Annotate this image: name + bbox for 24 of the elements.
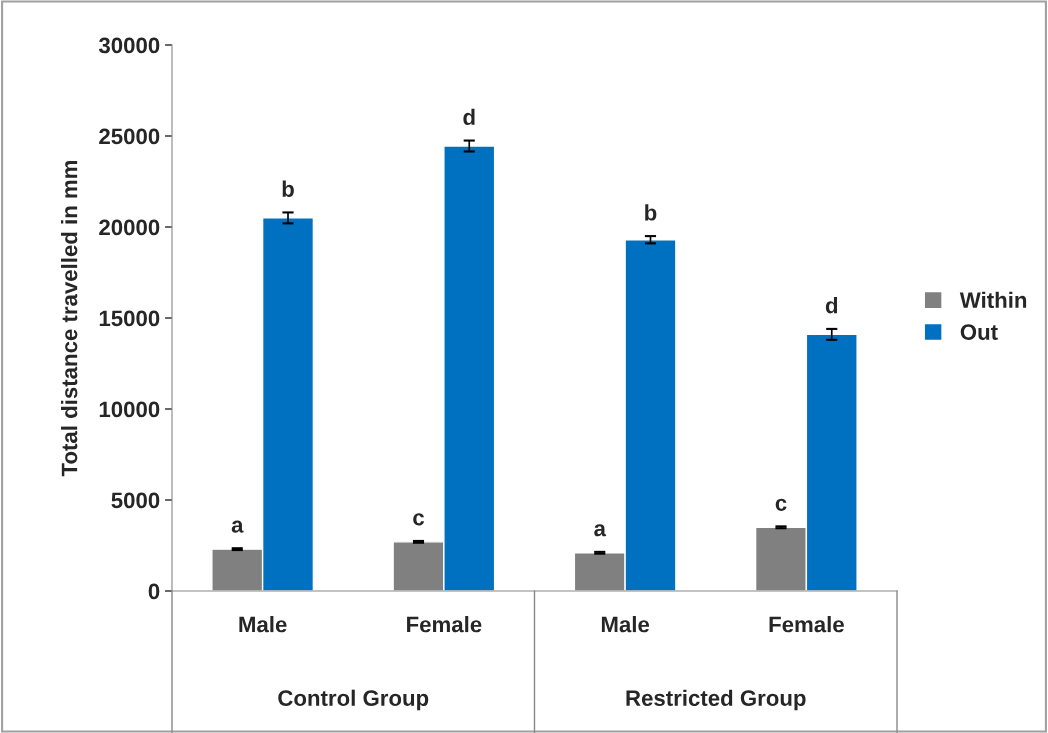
data-label: c (775, 498, 787, 511)
data-label: d (463, 108, 475, 126)
data-label: b (282, 180, 294, 197)
y-axis-title: Total distance travelled in mm (61, 160, 78, 477)
y-tick-label: 30000 (98, 37, 160, 54)
y-tick-label: 10000 (99, 401, 160, 418)
y-tick-label: 15000 (99, 310, 160, 327)
text: Restricted Group (626, 689, 806, 711)
x-tick-label: Female (769, 616, 844, 633)
y-tick-label: 0 (148, 583, 160, 600)
data-label: a (594, 524, 607, 537)
data-label: a (231, 520, 244, 533)
legend-label: Out (960, 324, 998, 340)
y-tick-label: 20000 (99, 219, 160, 236)
y-tick-label: 25000 (99, 128, 160, 145)
x-tick-label: Female (407, 616, 482, 633)
x-tick-label: Male (601, 616, 650, 633)
data-label: b (645, 204, 657, 221)
text: Control Group (278, 689, 429, 711)
y-tick-label: 5000 (111, 492, 160, 509)
x-tick-label: Male (239, 616, 287, 633)
legend-label: Within (959, 291, 1027, 309)
data-label: c (413, 513, 425, 526)
data-label: d (825, 297, 838, 314)
